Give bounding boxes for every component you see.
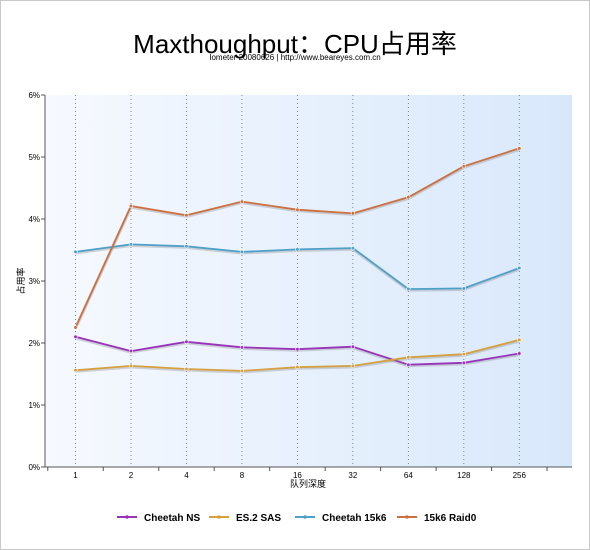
data-point bbox=[184, 339, 189, 344]
data-point bbox=[350, 211, 355, 216]
data-point bbox=[461, 360, 466, 365]
data-point bbox=[406, 362, 411, 367]
data-point bbox=[295, 347, 300, 352]
data-point bbox=[406, 286, 411, 292]
x-tick-label: 128 bbox=[457, 471, 471, 480]
data-point bbox=[461, 286, 466, 291]
x-tick-label: 256 bbox=[513, 471, 527, 480]
data-point bbox=[184, 366, 189, 372]
data-point bbox=[239, 199, 245, 204]
data-point bbox=[73, 334, 78, 339]
data-point bbox=[350, 344, 355, 349]
data-point bbox=[406, 195, 411, 200]
y-tick-label: 0% bbox=[28, 463, 40, 472]
data-point bbox=[517, 351, 522, 356]
legend-marker bbox=[303, 515, 307, 519]
data-point bbox=[295, 247, 300, 252]
data-point bbox=[184, 244, 189, 249]
x-tick-label: 32 bbox=[348, 471, 357, 480]
data-point bbox=[406, 355, 411, 360]
data-point bbox=[73, 249, 78, 254]
x-tick-label: 2 bbox=[129, 471, 134, 480]
chart-title: Maxthoughput：CPU占用率 bbox=[133, 29, 457, 59]
data-point bbox=[517, 337, 522, 343]
x-tick-label: 4 bbox=[184, 471, 189, 480]
data-point bbox=[239, 368, 245, 374]
y-tick-label: 3% bbox=[28, 277, 40, 286]
data-point bbox=[517, 265, 522, 271]
data-point bbox=[295, 207, 300, 212]
legend-marker bbox=[125, 515, 129, 519]
legend-label: Cheetah 15k6 bbox=[322, 513, 387, 524]
data-point bbox=[461, 164, 466, 169]
chart-subtitle: Iometer 20080626 | http://www.beareyes.c… bbox=[209, 53, 381, 62]
y-axis-title: 占用率 bbox=[15, 267, 27, 294]
legend-label: 15k6 Raid0 bbox=[424, 513, 477, 524]
data-point bbox=[239, 249, 245, 254]
legend-label: Cheetah NS bbox=[144, 513, 200, 524]
legend-marker bbox=[217, 515, 221, 519]
data-point bbox=[350, 363, 355, 369]
x-tick-label: 16 bbox=[293, 471, 302, 480]
data-point bbox=[128, 348, 134, 354]
data-point bbox=[128, 203, 134, 209]
y-tick-label: 1% bbox=[28, 401, 40, 410]
legend-label: ES.2 SAS bbox=[236, 513, 281, 524]
plot-area bbox=[45, 95, 572, 467]
y-tick-label: 4% bbox=[28, 215, 40, 224]
y-tick-label: 6% bbox=[28, 91, 40, 100]
data-point bbox=[128, 242, 134, 247]
data-point bbox=[517, 146, 522, 151]
legend-marker bbox=[405, 515, 409, 519]
data-point bbox=[350, 246, 355, 251]
data-point bbox=[461, 352, 466, 357]
x-tick-label: 64 bbox=[404, 471, 413, 480]
y-tick-label: 5% bbox=[28, 153, 40, 162]
data-point bbox=[295, 365, 300, 370]
x-tick-label: 1 bbox=[73, 471, 78, 480]
x-axis-title: 队列深度 bbox=[290, 478, 326, 490]
y-tick-label: 2% bbox=[28, 339, 40, 348]
data-point bbox=[73, 325, 78, 330]
data-point bbox=[73, 368, 78, 373]
x-tick-label: 8 bbox=[240, 471, 245, 480]
data-point bbox=[239, 345, 245, 350]
data-point bbox=[128, 363, 134, 369]
data-point bbox=[184, 213, 189, 218]
